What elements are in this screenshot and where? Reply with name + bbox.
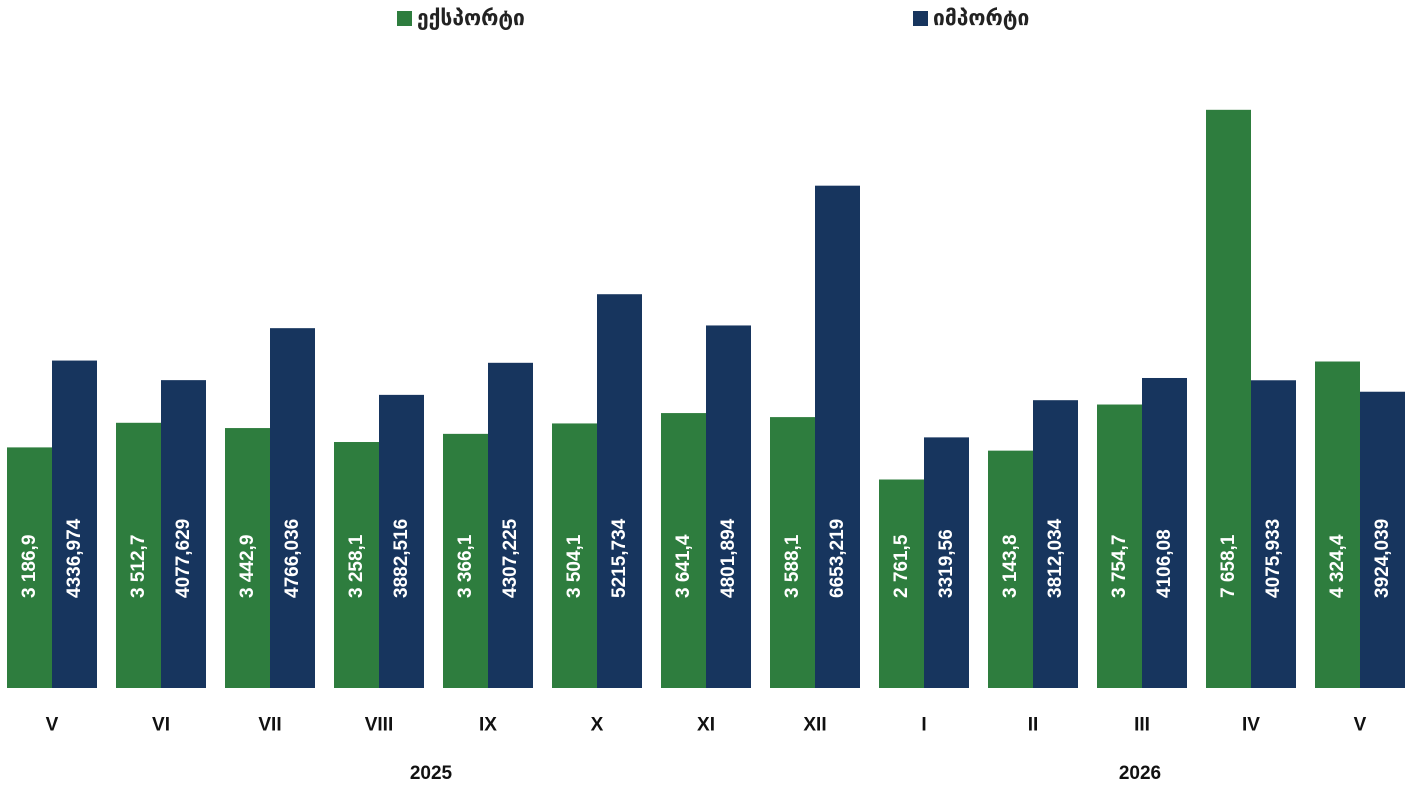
- import-value-label: 3882,516: [391, 519, 412, 598]
- x-tick-label: XI: [697, 715, 715, 736]
- import-bar: [1360, 391, 1405, 688]
- x-tick-label: XII: [803, 715, 826, 736]
- export-value-label: 3 512,7: [128, 535, 149, 598]
- x-tick-label: II: [1028, 715, 1039, 736]
- year-label-2025: 2025: [409, 763, 453, 784]
- import-value-label: 3812,034: [1045, 518, 1066, 598]
- export-bar: [334, 442, 379, 688]
- export-value-label: 3 641,4: [673, 534, 694, 598]
- x-tick-label: VI: [152, 715, 170, 736]
- import-value-label: 3924,039: [1372, 519, 1393, 598]
- x-tick-label: I: [921, 715, 926, 736]
- export-value-label: 4 324,4: [1327, 534, 1348, 598]
- import-value-label: 4336,974: [64, 518, 85, 598]
- export-value-label: 3 366,1: [455, 534, 476, 598]
- import-value-label: 5215,734: [609, 518, 630, 598]
- x-tick-label: VIII: [365, 715, 394, 736]
- import-bar: [379, 394, 424, 688]
- export-value-label: 3 143,8: [1000, 535, 1021, 598]
- import-value-label: 4077,629: [173, 519, 194, 598]
- export-bar: [879, 479, 924, 688]
- export-bar: [770, 417, 815, 688]
- import-bar: [161, 380, 206, 688]
- legend-swatch-import: [913, 10, 928, 26]
- import-bar: [1251, 380, 1296, 688]
- legend-item-import: იმპორტი: [913, 6, 1029, 30]
- import-value-label: 4307,225: [500, 518, 521, 598]
- import-value-label: 4106,08: [1154, 529, 1175, 598]
- export-value-label: 3 588,1: [782, 534, 803, 598]
- export-bar: [1315, 361, 1360, 688]
- export-bar: [7, 447, 52, 688]
- legend-swatch-export: [397, 10, 412, 26]
- x-tick-label: III: [1134, 715, 1150, 736]
- import-bar: [1142, 377, 1187, 688]
- export-bar: [552, 423, 597, 688]
- x-tick-label: V: [1354, 715, 1367, 736]
- x-tick-label: V: [46, 715, 59, 736]
- import-bar: [815, 185, 860, 689]
- import-bar: [1033, 400, 1078, 688]
- export-value-label: 3 442,9: [237, 535, 258, 598]
- import-bar: [270, 328, 315, 688]
- import-value-label: 4766,036: [282, 519, 303, 598]
- import-value-label: 4075,933: [1263, 519, 1284, 598]
- export-bar: [225, 428, 270, 688]
- export-value-label: 2 761,5: [891, 534, 912, 598]
- export-value-label: 3 504,1: [564, 534, 585, 598]
- x-tick-label: IX: [479, 715, 497, 736]
- x-tick-label: VII: [258, 715, 281, 736]
- import-value-label: 4801,894: [718, 518, 739, 598]
- export-bar: [661, 413, 706, 688]
- export-value-label: 7 658,1: [1218, 534, 1239, 598]
- import-bar: [52, 360, 97, 688]
- import-bar: [706, 325, 751, 688]
- export-bar: [1206, 109, 1251, 688]
- export-bar: [116, 422, 161, 688]
- year-label-2026: 2026: [1118, 763, 1162, 784]
- import-value-label: 3319,56: [936, 529, 957, 598]
- export-bar: [443, 433, 488, 688]
- export-value-label: 3 754,7: [1109, 535, 1130, 598]
- x-tick-label: X: [591, 715, 604, 736]
- legend-label-import: იმპორტი: [933, 6, 1030, 30]
- legend-item-export: ექსპორტი: [397, 6, 525, 30]
- export-bar: [1097, 404, 1142, 688]
- x-tick-label: IV: [1242, 715, 1260, 736]
- export-value-label: 3 186,9: [19, 535, 40, 598]
- import-value-label: 6653,219: [827, 519, 848, 598]
- import-bar: [488, 362, 533, 688]
- legend: ექსპორტი იმპორტი: [0, 6, 1412, 36]
- legend-label-export: ექსპორტი: [417, 6, 525, 30]
- export-bar: [988, 450, 1033, 688]
- export-value-label: 3 258,1: [346, 534, 367, 598]
- import-bar: [924, 437, 969, 688]
- import-bar: [597, 294, 642, 688]
